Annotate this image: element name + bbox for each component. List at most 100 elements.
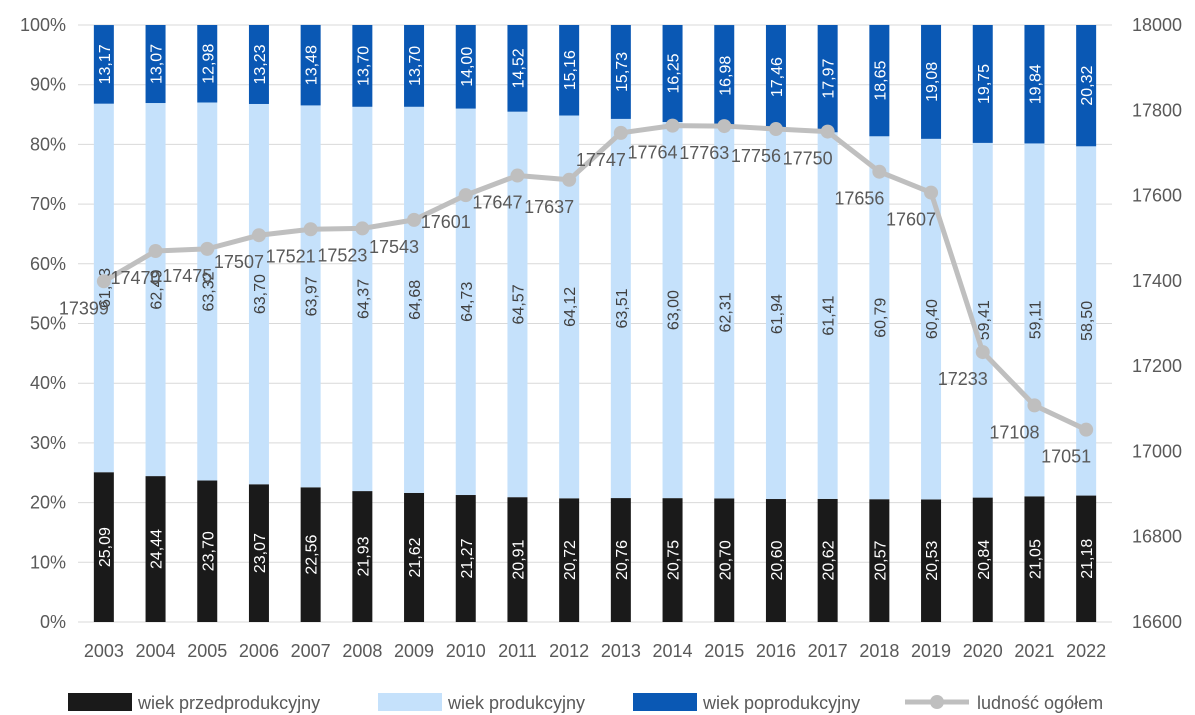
legend-swatch [378,693,442,711]
population-point [458,188,473,203]
y-right-tick-label: 17800 [1132,100,1182,120]
bar-segment [559,25,580,116]
y-left-tick-label: 90% [30,75,66,95]
bar-value-label: 19,08 [924,62,941,102]
bar-value-label: 17,97 [821,59,838,99]
bar-value-label: 19,75 [976,64,993,104]
bar-segment [93,472,114,622]
population-value-label: 17507 [214,252,264,272]
bar-segment [765,499,786,622]
x-tick-label: 2004 [136,641,176,661]
bar-segment [507,111,528,498]
x-tick-label: 2020 [963,641,1003,661]
population-point [768,122,783,137]
x-tick-label: 2014 [653,641,693,661]
population-value-label: 17523 [317,245,367,265]
bar-segment [972,142,993,498]
population-point [200,241,215,256]
bar-segment [869,24,890,137]
bar-segment [921,138,942,500]
bar-value-label: 20,76 [614,540,631,580]
bar-segment [300,24,321,106]
bar-segment [610,498,631,622]
y-left-tick-label: 20% [30,493,66,513]
bar-value-label: 22,56 [304,535,321,575]
bar-value-label: 13,23 [252,44,269,84]
bar-value-label: 19,84 [1027,64,1044,104]
y-left-tick-label: 50% [30,314,66,334]
legend-label: wiek przedprodukcyjny [137,693,320,713]
population-point [717,119,732,134]
bar-value-label: 20,57 [872,540,889,580]
bar-value-label: 16,98 [717,56,734,96]
y-left-tick-label: 80% [30,134,66,154]
bar-value-label: 63,51 [614,288,631,328]
population-point [1079,422,1094,437]
bar-segment [714,126,735,499]
population-point [613,125,628,140]
bar-value-label: 24,44 [149,529,166,569]
x-tick-label: 2015 [704,641,744,661]
bar-value-label: 17,46 [769,57,786,97]
bar-segment [455,108,476,496]
y-right-tick-label: 17600 [1132,186,1182,206]
bar-value-label: 63,97 [304,276,321,316]
bar-value-label: 62,31 [717,292,734,332]
y-right-tick-label: 18000 [1132,15,1182,35]
population-value-label: 17656 [834,189,884,209]
population-value-label: 17747 [576,150,626,170]
bar-segment [662,498,683,622]
x-tick-label: 2009 [394,641,434,661]
bar-value-label: 60,40 [924,299,941,339]
bar-value-label: 64,12 [562,287,579,327]
population-point [975,345,990,360]
bar-value-label: 61,94 [769,294,786,334]
y-right-tick-label: 17200 [1132,356,1182,376]
legend-marker [930,695,944,709]
bar-value-label: 59,11 [1027,300,1044,339]
bar-value-label: 13,07 [149,44,166,84]
bar-value-label: 20,70 [717,540,734,580]
population-value-label: 17764 [628,143,678,163]
bar-value-label: 21,93 [355,536,372,576]
bar-value-label: 64,73 [459,282,476,322]
bar-segment [352,25,373,107]
bar-segment [93,25,114,104]
x-tick-label: 2006 [239,641,279,661]
x-tick-label: 2005 [187,641,227,661]
bar-segment [869,136,890,500]
bar-segment [507,497,528,622]
y-right-tick-label: 17000 [1132,441,1182,461]
bar-value-label: 20,60 [769,540,786,580]
bar-value-label: 21,18 [1079,539,1096,579]
bar-segment [300,105,321,488]
population-value-label: 17607 [886,210,936,230]
population-value-label: 17763 [679,143,729,163]
bar-segment [197,480,218,622]
bar-segment [507,25,528,112]
population-value-label: 17233 [938,369,988,389]
x-tick-label: 2008 [342,641,382,661]
population-value-label: 17108 [989,422,1039,442]
bar-segment [404,492,425,622]
population-point [251,228,266,243]
bar-segment [248,103,269,485]
bar-value-label: 14,52 [510,48,527,88]
population-point [96,274,111,289]
bar-value-label: 63,32 [200,271,217,311]
bar-segment [765,129,786,500]
bar-segment [455,25,476,109]
x-tick-label: 2022 [1066,641,1106,661]
legend-label: wiek produkcyjny [447,693,585,713]
bar-segment [352,106,373,492]
bar-value-label: 25,09 [97,527,114,567]
bar-segment [145,476,166,622]
population-value-label: 17521 [266,246,316,266]
bar-segment [197,25,218,103]
bar-segment [1076,495,1097,622]
bar-segment [248,484,269,622]
population-point [924,185,939,200]
population-line [102,123,1088,432]
